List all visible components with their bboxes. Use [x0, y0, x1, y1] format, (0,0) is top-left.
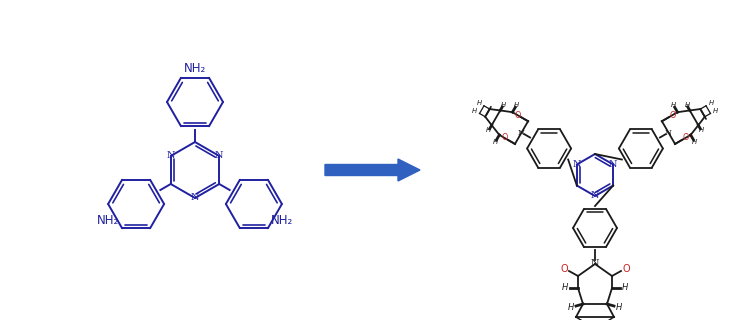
FancyArrow shape	[325, 159, 420, 181]
Text: H: H	[477, 100, 482, 106]
Text: H: H	[622, 284, 628, 292]
Text: N: N	[591, 260, 599, 268]
Text: N: N	[572, 160, 581, 169]
Text: N: N	[609, 160, 618, 169]
Text: H: H	[493, 139, 498, 145]
Text: H: H	[486, 127, 492, 133]
Text: N: N	[591, 191, 599, 201]
Text: N: N	[518, 129, 525, 137]
Text: H: H	[692, 139, 697, 145]
Text: H: H	[472, 108, 477, 114]
Text: H: H	[616, 302, 622, 311]
Text: NH₂: NH₂	[184, 62, 206, 76]
Text: H: H	[684, 102, 689, 108]
Text: O: O	[560, 264, 568, 274]
Text: NH₂: NH₂	[96, 214, 119, 227]
Text: H: H	[500, 102, 506, 108]
Text: O: O	[501, 133, 507, 142]
Text: H: H	[514, 102, 519, 108]
Text: O: O	[622, 264, 630, 274]
Text: N: N	[215, 151, 223, 161]
Text: O: O	[683, 133, 689, 142]
Text: H: H	[698, 127, 704, 133]
Text: H: H	[708, 100, 713, 106]
Text: H: H	[713, 108, 718, 114]
Text: O: O	[514, 111, 521, 120]
Text: N: N	[167, 151, 175, 161]
Text: O: O	[669, 111, 676, 120]
Text: N: N	[665, 129, 672, 137]
Text: N: N	[190, 194, 199, 203]
Text: H: H	[671, 102, 676, 108]
Text: H: H	[562, 284, 568, 292]
Text: H: H	[568, 302, 574, 311]
Text: NH₂: NH₂	[271, 214, 294, 227]
